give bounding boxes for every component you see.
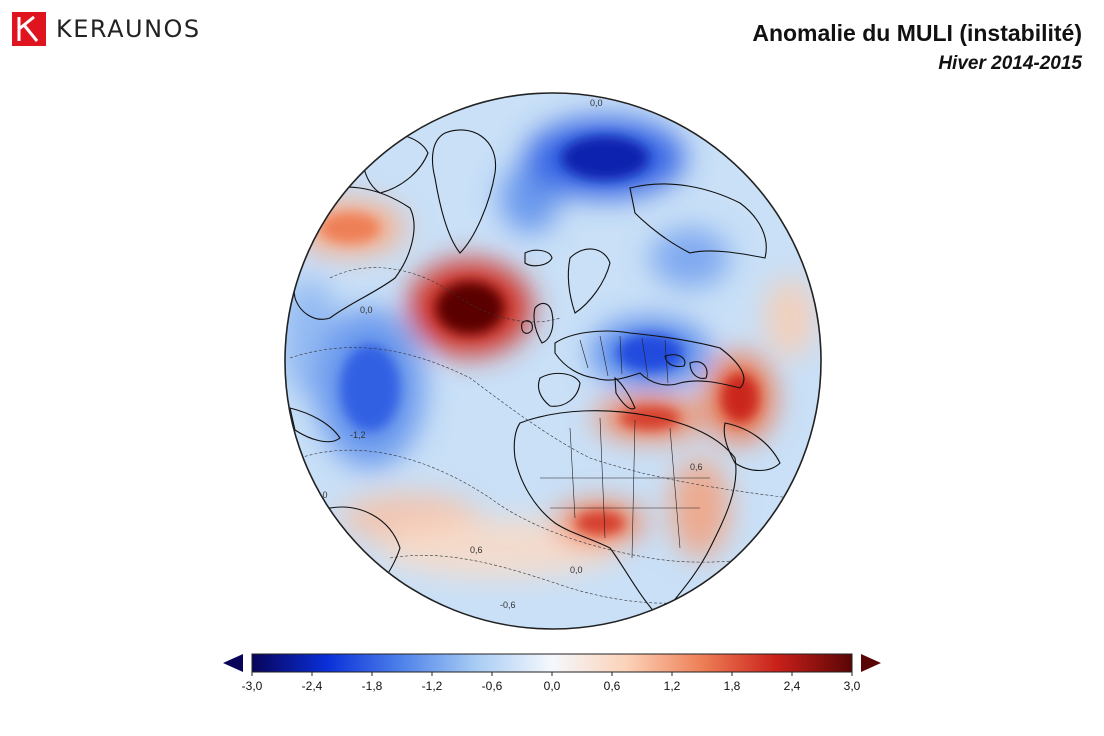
page-subtitle: Hiver 2014-2015 [938,53,1082,74]
coastline [689,361,708,379]
coastline [664,354,686,368]
country-border [579,339,589,369]
anomaly-core [575,510,625,536]
country-border [641,337,649,379]
contour-label: 0,6 [690,462,703,472]
colorbar-tick-label: 2,4 [784,679,801,693]
colorbar-tick-label: -1,8 [362,679,383,693]
contour-label: -0,6 [500,600,516,610]
contour-label: 0,6 [470,545,483,555]
anomaly-core [339,344,401,432]
colorbar-tick-label: 0,0 [544,679,561,693]
contour-line [289,347,791,499]
coastline [567,248,611,314]
anomaly-core [561,136,649,180]
contour-label: -1,2 [350,430,366,440]
colorbar-tick-label: -0,6 [482,679,503,693]
colorbar-legend: -3,0 -2,4 -1,8 -1,2 -0,6 0,0 0,6 1,2 1,8 2,4 3,0 [223,653,881,693]
anomaly-core [319,212,381,244]
country-border [631,419,636,559]
anomaly-core [617,333,683,373]
colorbar-tick-label: 1,2 [664,679,681,693]
colorbar-tick-label: -3,0 [242,679,263,693]
contour-label: 0,0 [360,305,373,315]
anomaly-core [435,281,505,335]
colorbar-ticks: -3,0 -2,4 -1,8 -1,2 -0,6 0,0 0,6 1,2 1,8 2,4 3,0 [242,672,861,693]
anomaly-core [619,405,681,431]
coastline [723,422,781,472]
colorbar-min-arrow [223,654,243,672]
colorbar-bar [251,653,853,673]
colorbar-tick-label: 0,6 [604,679,621,693]
globe-outline [284,92,822,630]
country-border [619,335,623,375]
anomaly-field [285,118,815,578]
coastline [524,249,553,267]
colorbar-tick-label: -1,2 [422,679,443,693]
colorbar-max-arrow [861,654,881,672]
coastline [554,330,745,389]
colorbar-tick-label: 3,0 [844,679,861,693]
country-border [569,427,576,519]
coastlines [289,129,781,619]
coastline [289,407,341,443]
country-border [599,335,609,377]
globe-map: 0,00,0-1,20,00,60,60,0-0,6 [284,92,822,630]
colorbar-tick-label: -2,4 [302,679,323,693]
coastline [629,183,767,259]
brand-name: KERAUNOS [56,15,201,43]
keraunos-k-logo-icon [12,12,46,46]
anomaly-core [720,373,760,423]
contour-line [329,267,561,323]
coastline [533,302,554,344]
coastline [537,372,581,407]
country-border [664,339,669,384]
page-title: Anomalie du MULI (instabilité) [752,20,1082,46]
coastline [614,376,636,410]
country-border [669,427,681,549]
contour-label: 0,0 [570,565,583,575]
coastline [521,320,533,334]
contour-line [299,449,811,563]
coastline [431,129,497,254]
contour-label: 0,0 [590,98,603,108]
colorbar-tick-label: 1,8 [724,679,741,693]
brand-logo: KERAUNOS [12,12,201,46]
